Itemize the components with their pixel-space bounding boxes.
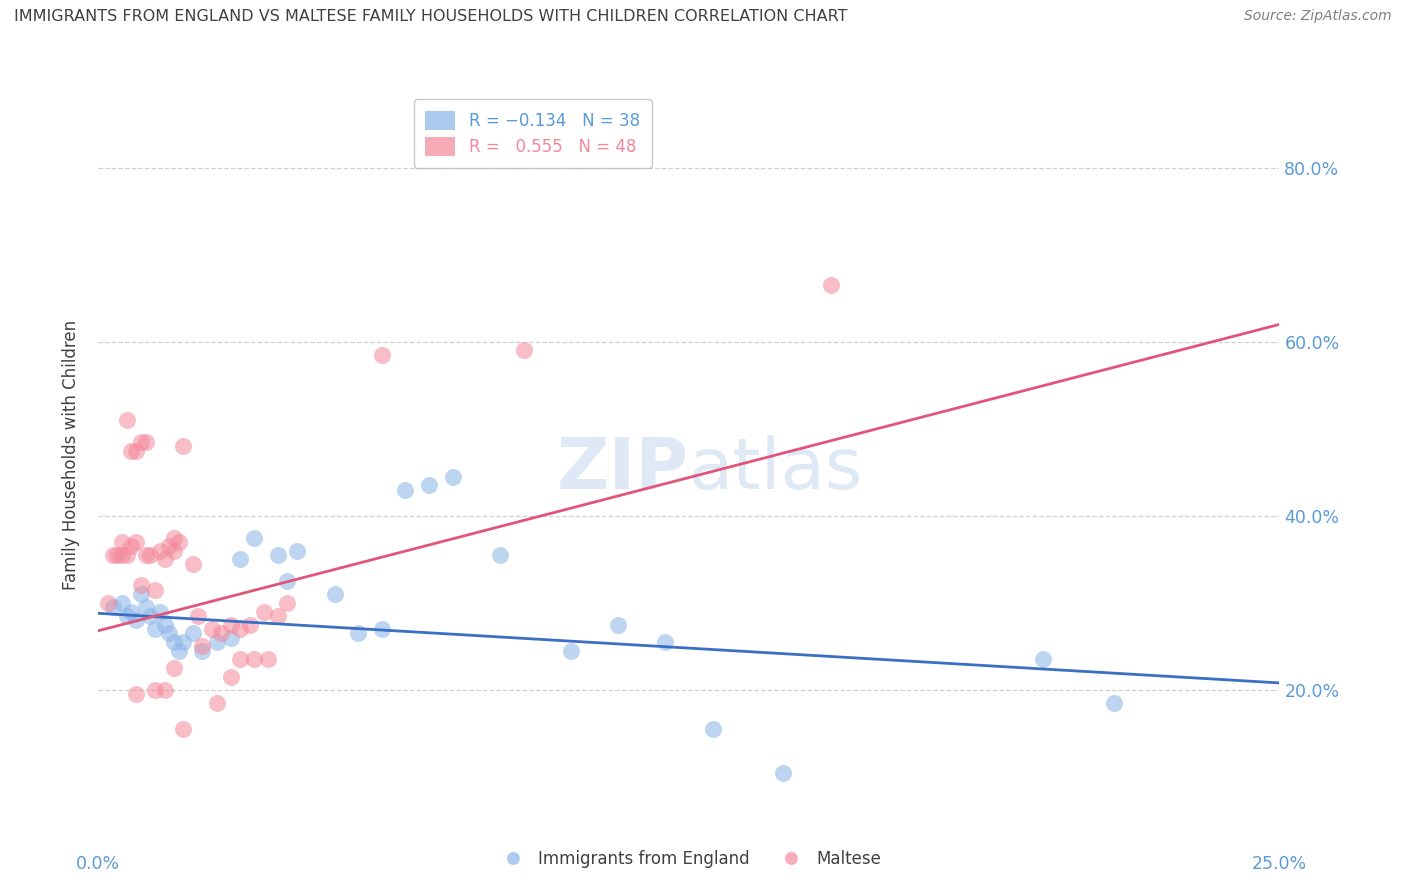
Text: IMMIGRANTS FROM ENGLAND VS MALTESE FAMILY HOUSEHOLDS WITH CHILDREN CORRELATION C: IMMIGRANTS FROM ENGLAND VS MALTESE FAMIL…: [14, 9, 848, 24]
Text: atlas: atlas: [689, 434, 863, 504]
Point: [101, 600, 124, 615]
Point: [111, 548, 134, 562]
Point: [201, 622, 224, 636]
Point: [1102, 696, 1125, 710]
Point: [1032, 652, 1054, 666]
Point: [205, 635, 228, 649]
Point: [181, 626, 204, 640]
Point: [121, 443, 143, 458]
Point: [772, 765, 794, 780]
Point: [143, 622, 166, 636]
Point: [101, 548, 124, 562]
Point: [267, 608, 290, 623]
Point: [276, 596, 298, 610]
Text: Source: ZipAtlas.com: Source: ZipAtlas.com: [1244, 9, 1392, 23]
Point: [129, 434, 152, 449]
Point: [149, 543, 172, 558]
Point: [167, 644, 190, 658]
Point: [191, 640, 214, 654]
Y-axis label: Family Households with Children: Family Households with Children: [62, 320, 80, 590]
Point: [209, 626, 232, 640]
Point: [441, 469, 464, 483]
Point: [115, 608, 138, 623]
Point: [129, 587, 152, 601]
Point: [191, 644, 214, 658]
Point: [276, 574, 298, 588]
Point: [121, 539, 143, 553]
Legend: Immigrants from England, Maltese: Immigrants from England, Maltese: [489, 844, 889, 875]
Point: [129, 578, 152, 592]
Point: [143, 682, 166, 697]
Point: [489, 548, 512, 562]
Point: [820, 278, 842, 293]
Text: ZIP: ZIP: [557, 434, 689, 504]
Point: [239, 617, 262, 632]
Point: [243, 652, 266, 666]
Point: [111, 596, 134, 610]
Point: [163, 661, 186, 675]
Point: [243, 531, 266, 545]
Point: [512, 343, 534, 358]
Point: [115, 413, 138, 427]
Point: [135, 600, 157, 615]
Point: [172, 439, 194, 453]
Point: [125, 613, 148, 627]
Point: [205, 696, 228, 710]
Point: [125, 443, 148, 458]
Point: [253, 605, 276, 619]
Point: [157, 539, 180, 553]
Text: 0.0%: 0.0%: [76, 855, 121, 872]
Point: [111, 535, 134, 549]
Point: [121, 605, 143, 619]
Point: [219, 670, 242, 684]
Point: [163, 531, 186, 545]
Point: [139, 548, 162, 562]
Point: [219, 631, 242, 645]
Point: [371, 348, 394, 362]
Point: [153, 552, 176, 566]
Point: [143, 582, 166, 597]
Point: [135, 434, 157, 449]
Point: [135, 548, 157, 562]
Point: [654, 635, 676, 649]
Point: [219, 617, 242, 632]
Point: [97, 596, 120, 610]
Point: [394, 483, 416, 497]
Point: [229, 622, 252, 636]
Point: [163, 635, 186, 649]
Point: [702, 722, 724, 736]
Point: [125, 535, 148, 549]
Point: [172, 635, 194, 649]
Point: [560, 644, 582, 658]
Point: [257, 652, 280, 666]
Point: [267, 548, 290, 562]
Point: [149, 605, 172, 619]
Point: [323, 587, 346, 601]
Point: [139, 608, 162, 623]
Point: [418, 478, 440, 492]
Point: [167, 535, 190, 549]
Point: [105, 548, 128, 562]
Point: [187, 608, 209, 623]
Point: [153, 682, 176, 697]
Point: [125, 687, 148, 701]
Point: [607, 617, 630, 632]
Point: [229, 652, 252, 666]
Point: [371, 622, 394, 636]
Point: [285, 543, 308, 558]
Point: [229, 552, 252, 566]
Point: [181, 557, 204, 571]
Point: [347, 626, 370, 640]
Point: [153, 617, 176, 632]
Point: [115, 548, 138, 562]
Point: [163, 543, 186, 558]
Point: [172, 722, 194, 736]
Text: 25.0%: 25.0%: [1251, 855, 1308, 872]
Point: [157, 626, 180, 640]
